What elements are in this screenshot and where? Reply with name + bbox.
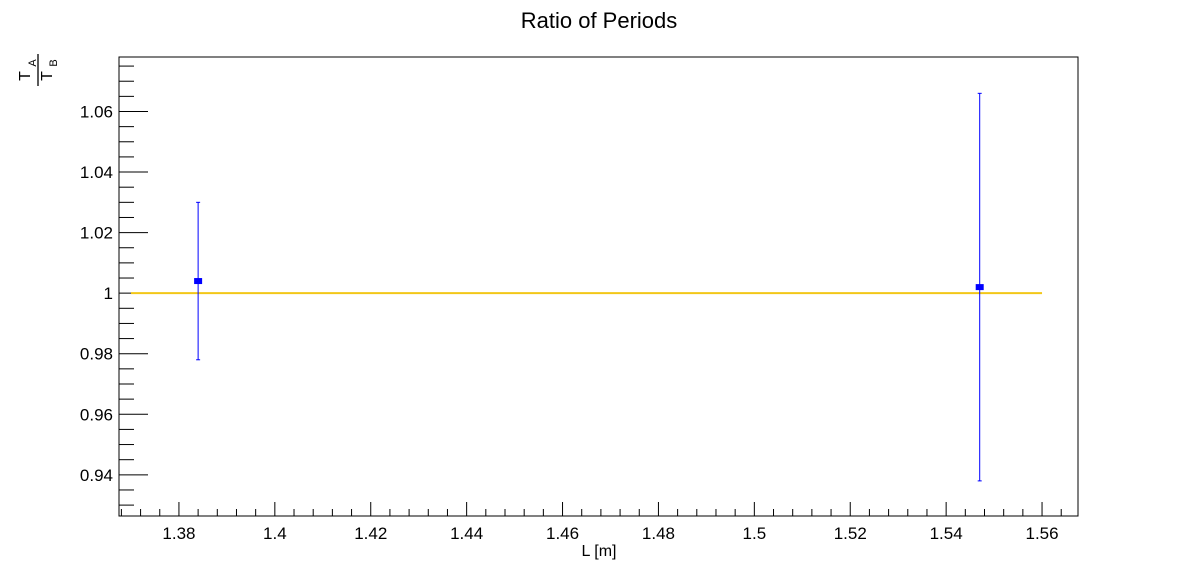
x-tick-label: 1.54 <box>930 524 963 543</box>
x-tick-label: 1.56 <box>1025 524 1058 543</box>
y-label-numerator: T <box>17 71 34 81</box>
data-point <box>194 278 203 285</box>
y-label-denominator-sub: B <box>48 59 60 66</box>
y-axis-label: T A T B <box>17 54 60 86</box>
x-tick-label: 1.52 <box>834 524 867 543</box>
x-tick-label: 1.38 <box>162 524 195 543</box>
chart-title: Ratio of Periods <box>521 8 678 33</box>
y-axis-ticks: 0.94 0.96 0.98 1 1.02 1.04 1.06 <box>80 65 148 506</box>
y-tick-label: 1.06 <box>80 102 113 121</box>
x-tick-label: 1.4 <box>263 524 287 543</box>
x-tick-label: 1.42 <box>354 524 387 543</box>
x-axis-label: L [m] <box>582 543 617 560</box>
x-tick-label: 1.44 <box>450 524 483 543</box>
x-tick-label: 1.5 <box>743 524 767 543</box>
x-tick-label: 1.46 <box>546 524 579 543</box>
y-tick-label: 0.98 <box>80 345 113 364</box>
data-point <box>975 284 984 291</box>
x-axis-ticks: 1.38 1.4 1.42 1.44 1.46 1.48 1.5 1.52 1.54 1.56 <box>120 502 1062 543</box>
plot-frame <box>118 56 1079 517</box>
y-label-denominator: T <box>39 71 56 81</box>
x-tick-label: 1.48 <box>642 524 675 543</box>
y-tick-label: 1.04 <box>80 163 113 182</box>
y-label-numerator-sub: A <box>27 59 39 67</box>
y-tick-label: 1 <box>104 284 113 303</box>
y-tick-label: 0.96 <box>80 405 113 424</box>
y-tick-label: 1.02 <box>80 224 113 243</box>
data-points-layer <box>194 92 984 482</box>
y-tick-label: 0.94 <box>80 466 113 485</box>
